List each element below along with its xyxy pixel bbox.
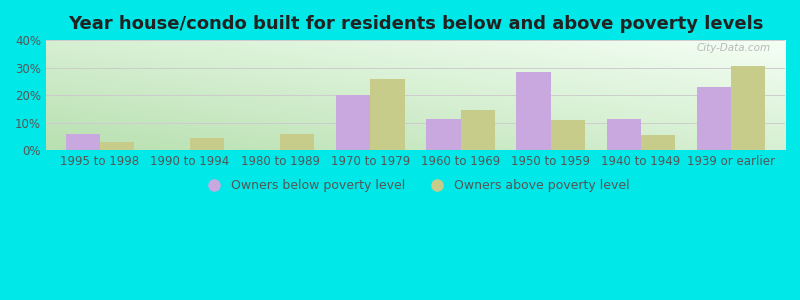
Bar (550, 120, 585, 150)
Bar (280, 134, 314, 150)
Bar (100, 142, 134, 150)
Legend: Owners below poverty level, Owners above poverty level: Owners below poverty level, Owners above… (196, 174, 634, 197)
Bar (461, 110, 494, 150)
Bar (731, 66, 765, 150)
Bar (697, 87, 731, 150)
Title: Year house/condo built for residents below and above poverty levels: Year house/condo built for residents bel… (68, 15, 763, 33)
Text: City-Data.com: City-Data.com (696, 44, 770, 53)
Bar (370, 79, 405, 150)
Bar (190, 138, 224, 150)
Bar (426, 119, 461, 150)
Bar (336, 95, 370, 150)
Bar (66, 134, 100, 150)
Bar (516, 72, 550, 150)
Bar (641, 135, 675, 150)
Bar (606, 119, 641, 150)
